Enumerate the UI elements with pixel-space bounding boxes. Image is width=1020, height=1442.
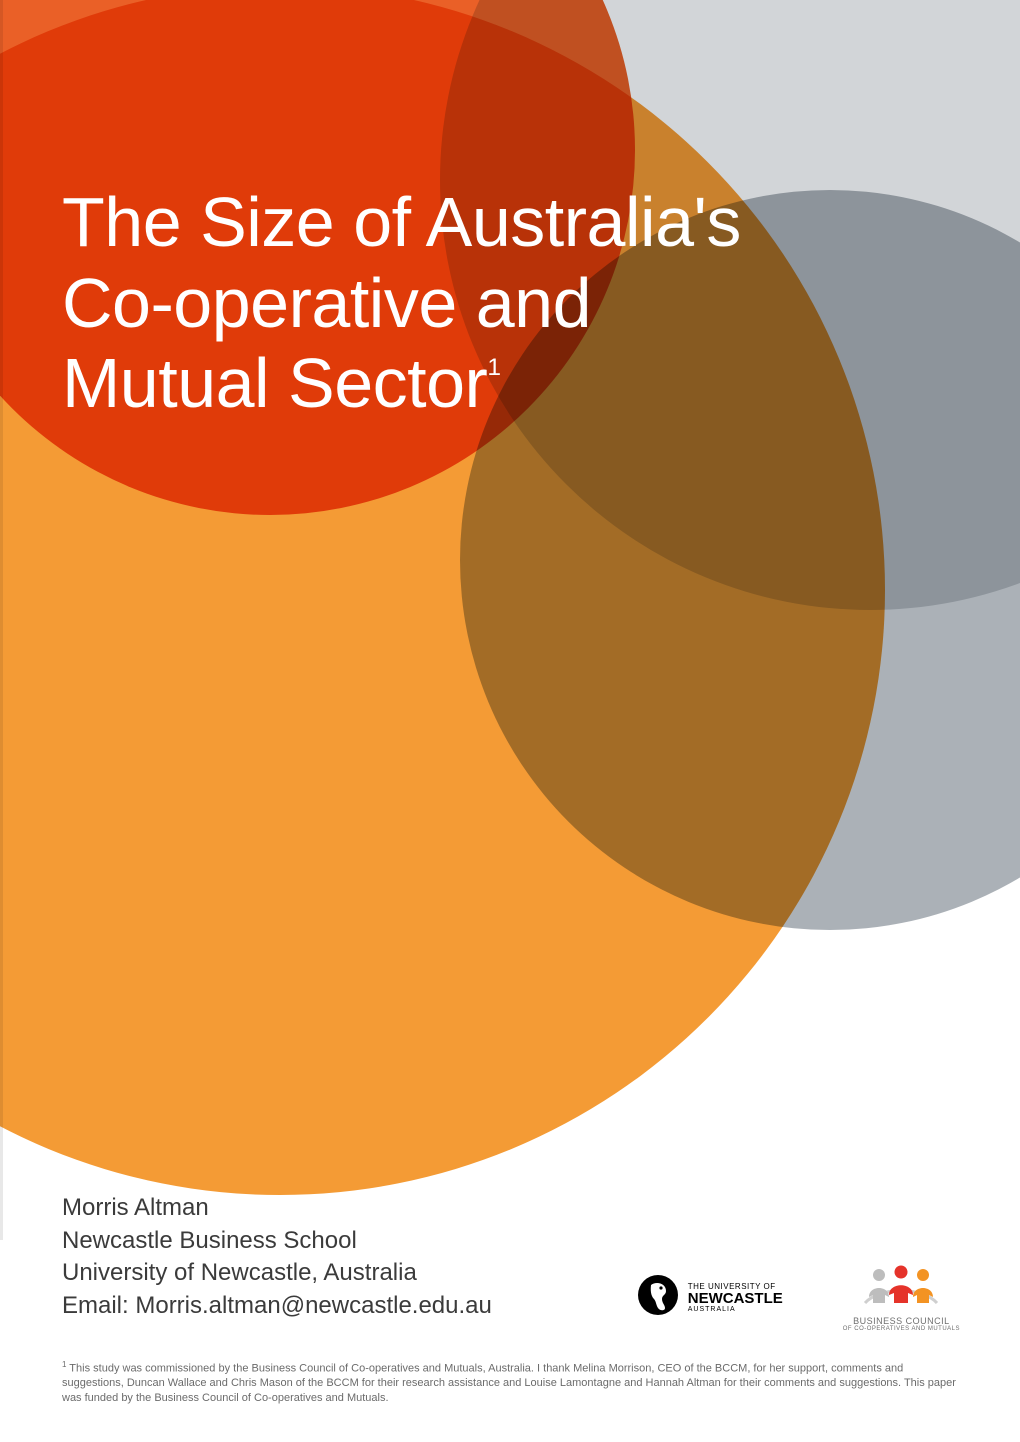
- newcastle-wordmark: THE UNIVERSITY OF NEWCASTLE AUSTRALIA: [688, 1283, 783, 1313]
- title-footnote-marker: 1: [487, 354, 500, 381]
- report-title: The Size of Australia'sCo-operative andM…: [62, 182, 960, 424]
- newcastle-line2: NEWCASTLE: [688, 1291, 783, 1306]
- newcastle-line3: AUSTRALIA: [688, 1306, 783, 1313]
- report-cover-page: The Size of Australia'sCo-operative andM…: [0, 0, 1020, 1442]
- footnote: 1 This study was commissioned by the Bus…: [62, 1360, 960, 1406]
- author-line-0: Morris Altman: [62, 1192, 492, 1224]
- newcastle-logo: THE UNIVERSITY OF NEWCASTLE AUSTRALIA: [638, 1275, 783, 1320]
- author-line-2: University of Newcastle, Australia: [62, 1257, 492, 1289]
- bccm-logo: BUSINESS COUNCIL OF CO-OPERATIVES AND MU…: [843, 1263, 960, 1332]
- author-line-3: Email: Morris.altman@newcastle.edu.au: [62, 1290, 492, 1322]
- author-line-1: Newcastle Business School: [62, 1225, 492, 1257]
- bccm-label-top: BUSINESS COUNCIL: [843, 1316, 960, 1326]
- bccm-label-bottom: OF CO-OPERATIVES AND MUTUALS: [843, 1326, 960, 1332]
- title-line-2: Mutual Sector1: [62, 343, 960, 424]
- author-block: Morris AltmanNewcastle Business SchoolUn…: [62, 1192, 492, 1322]
- bccm-figures-icon: [851, 1263, 951, 1309]
- footnote-text: This study was commissioned by the Busin…: [62, 1362, 956, 1404]
- newcastle-seahorse-icon: [638, 1275, 678, 1320]
- logo-row: THE UNIVERSITY OF NEWCASTLE AUSTRALIA: [638, 1263, 960, 1332]
- title-line-0: The Size of Australia's: [62, 182, 960, 263]
- title-line-1: Co-operative and: [62, 263, 960, 344]
